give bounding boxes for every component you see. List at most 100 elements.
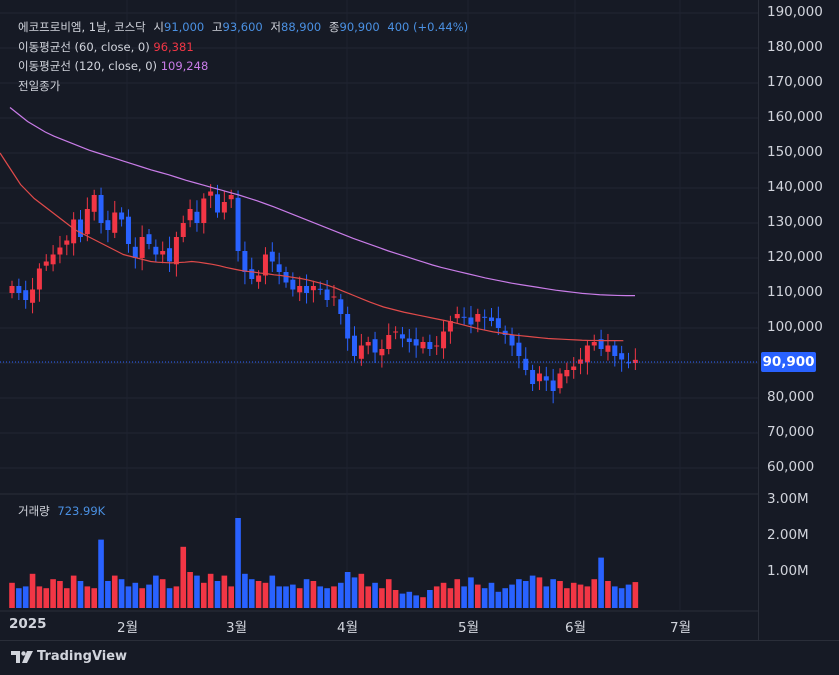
volume-bar <box>495 591 502 608</box>
volume-bar <box>22 586 29 608</box>
volume-bar <box>543 586 550 608</box>
volume-bar <box>29 573 36 608</box>
volume-bar <box>392 590 399 608</box>
volume-bar <box>159 579 166 608</box>
candle-body <box>543 376 549 381</box>
volume-bar <box>132 582 139 608</box>
candle-body <box>406 338 412 342</box>
volume-bar <box>255 581 262 608</box>
volume-tick-label: 2.00M <box>767 527 809 543</box>
time-tick-label: 2025 <box>9 616 47 632</box>
prev-close-label: 전일종가 <box>18 78 61 93</box>
candle-body <box>36 268 42 290</box>
volume-bar <box>447 588 454 608</box>
candle-body <box>420 342 426 349</box>
ma60-value: 96,381 <box>153 39 194 54</box>
volume-bar <box>57 581 63 608</box>
volume-bar <box>358 573 365 608</box>
volume-bar <box>214 581 221 608</box>
volume-bar <box>427 590 433 608</box>
candle-body <box>578 359 584 364</box>
volume-bar <box>303 579 310 608</box>
candle-body <box>276 264 282 272</box>
candle-body <box>598 339 604 349</box>
ma120-row[interactable]: 이동평균선 (120, close, 0) 109,248 <box>18 57 468 77</box>
volume-bar <box>91 588 97 608</box>
candle-body <box>331 296 337 298</box>
volume-bar <box>16 588 22 608</box>
volume-bar <box>488 582 495 608</box>
candle-body <box>242 251 248 272</box>
price-tick-label: 130,000 <box>767 214 823 230</box>
volume-bar <box>317 586 324 608</box>
volume-legend[interactable]: 거래량 723.99K <box>18 503 105 519</box>
volume-bar <box>522 581 529 608</box>
volume-bar <box>399 593 406 608</box>
candle-body <box>215 194 220 213</box>
volume-bar <box>502 588 508 608</box>
volume-bar <box>153 575 159 608</box>
high-value: 93,600 <box>222 20 263 34</box>
candle-body <box>372 339 378 353</box>
candle-body <box>153 246 159 255</box>
volume-bar <box>468 577 474 608</box>
volume-bar <box>283 586 289 608</box>
tradingview-logo[interactable]: TradingView <box>11 649 127 664</box>
symbol-label: 에코프로비엠, 1날, 코스닥 <box>18 20 146 34</box>
candle-body <box>201 198 207 223</box>
volume-bar <box>36 586 43 608</box>
price-tick-label: 170,000 <box>767 74 823 90</box>
candle-body <box>571 366 577 370</box>
volume-bar <box>433 586 440 608</box>
volume-bar <box>173 586 180 608</box>
volume-bar <box>440 582 447 608</box>
volume-bar <box>379 588 385 608</box>
price-legend: 에코프로비엠, 1날, 코스닥 시91,000 고93,600 저88,900 … <box>18 18 468 96</box>
volume-bar <box>612 586 618 608</box>
ma60-row[interactable]: 이동평균선 (60, close, 0) 96,381 <box>18 38 468 58</box>
volume-bar <box>454 579 461 608</box>
candle-body <box>50 254 56 265</box>
price-tick-label: 100,000 <box>767 319 823 335</box>
volume-bar <box>605 581 611 608</box>
volume-bar <box>598 557 604 608</box>
candle-body <box>619 353 625 360</box>
candle-body <box>23 290 29 300</box>
candle-body <box>160 251 166 255</box>
volume-bar <box>242 573 248 608</box>
brand-label: TradingView <box>37 649 128 664</box>
candle-body <box>167 248 173 262</box>
volume-bar <box>248 579 255 608</box>
candle-body <box>550 380 556 391</box>
time-tick-label: 6월 <box>565 620 587 636</box>
candle-body <box>249 269 255 279</box>
time-tick-label: 5월 <box>458 620 480 636</box>
candle-body <box>338 299 344 314</box>
candle-body <box>441 331 447 349</box>
candle-body <box>78 219 83 237</box>
candle-body <box>509 335 515 346</box>
price-tick-label: 180,000 <box>767 39 823 55</box>
volume-bar <box>64 588 70 608</box>
candle-body <box>317 288 323 290</box>
candle-body <box>413 339 419 346</box>
candle-body <box>386 335 392 349</box>
volume-bar <box>591 579 598 608</box>
volume-bar <box>516 579 522 608</box>
ma60-line <box>0 152 624 342</box>
candle-body <box>365 342 371 346</box>
volume-bar <box>166 588 173 608</box>
volume-bar <box>406 591 413 608</box>
time-tick-label: 3월 <box>226 620 248 636</box>
volume-bar <box>618 588 625 608</box>
candle-body <box>283 272 289 283</box>
prev-close-row[interactable]: 전일종가 <box>18 77 468 97</box>
candle-body <box>262 254 268 276</box>
candle-body <box>584 345 590 363</box>
candle-body <box>461 316 467 318</box>
volume-bar <box>331 586 337 608</box>
volume-bar <box>221 575 228 608</box>
candle-body <box>98 195 104 223</box>
volume-bar <box>118 579 125 608</box>
